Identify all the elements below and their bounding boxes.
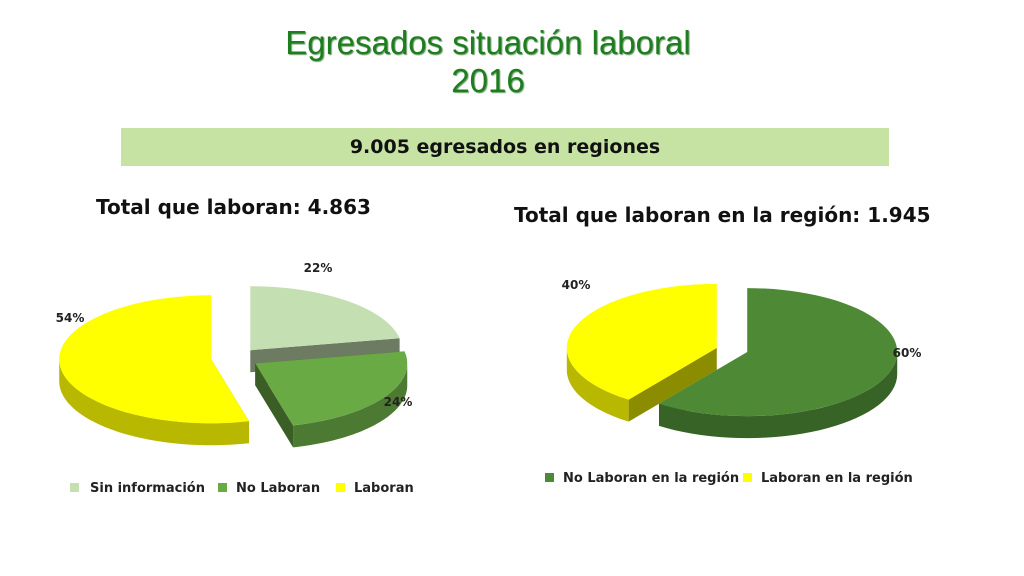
- data-label: 54%: [56, 311, 85, 325]
- legend-swatch: [70, 483, 79, 492]
- legend-swatch: [545, 473, 554, 482]
- pie-chart-2: 60% 40%: [562, 278, 922, 439]
- data-label: 22%: [304, 261, 333, 275]
- slide-title-line2: 2016: [451, 62, 525, 99]
- legend-entry: Sin información: [90, 481, 205, 496]
- slide-title: Egresados situación laboral 2016: [0, 24, 976, 100]
- pie-slice-side: [566, 347, 717, 422]
- data-label: 24%: [384, 395, 413, 409]
- legend-2: No Laboran en la región Laboran en la reg…: [545, 471, 913, 486]
- legend-entry: Laboran en la región: [761, 471, 913, 486]
- slide-title-line1: Egresados situación laboral: [285, 24, 691, 61]
- chart2-title: Total que laboran en la región: 1.945: [514, 203, 931, 227]
- pie-slice: [566, 283, 717, 400]
- data-label: 60%: [893, 346, 922, 360]
- data-label: 40%: [562, 278, 591, 292]
- summary-banner: 9.005 egresados en regiones: [121, 128, 889, 166]
- legend-entry: No Laboran: [236, 481, 320, 496]
- legend-swatch: [218, 483, 227, 492]
- pie-slice: [255, 351, 408, 426]
- legend-swatch: [336, 483, 345, 492]
- pie-chart-1: 22% 24% 54%: [56, 261, 413, 448]
- pie-slice: [250, 286, 400, 351]
- legend-swatch: [743, 473, 752, 482]
- pie-slice: [659, 288, 898, 417]
- legend-entry: Laboran: [354, 481, 414, 496]
- legend-entry: No Laboran en la región: [563, 471, 739, 486]
- pie-slice: [59, 295, 249, 424]
- legend-1: Sin información No Laboran Laboran: [70, 481, 414, 496]
- chart1-title: Total que laboran: 4.863: [96, 195, 371, 219]
